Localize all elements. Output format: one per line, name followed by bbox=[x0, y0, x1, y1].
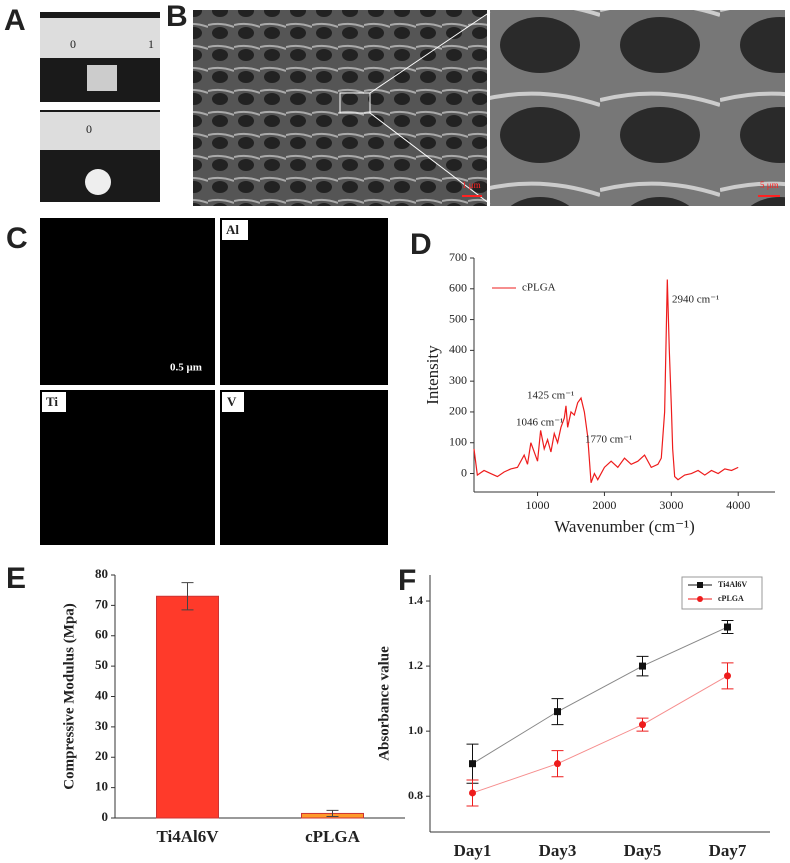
panel-label: C bbox=[6, 222, 28, 255]
marker bbox=[724, 672, 731, 680]
y-tick-label: 80 bbox=[95, 566, 108, 581]
sem-image bbox=[40, 218, 215, 385]
y-tick-label: 200 bbox=[449, 404, 467, 418]
map-tag bbox=[222, 392, 244, 412]
y-tick-label: 600 bbox=[449, 281, 467, 295]
ruler bbox=[40, 18, 160, 58]
sample bbox=[85, 169, 111, 195]
map-tag bbox=[42, 392, 66, 412]
map-label: V bbox=[227, 394, 237, 409]
panel-label: D bbox=[410, 228, 432, 261]
panel-label: B bbox=[166, 0, 188, 33]
y-axis-label: Intensity bbox=[423, 345, 442, 405]
y-tick-label: 400 bbox=[449, 342, 467, 356]
eds-map bbox=[40, 390, 215, 545]
x-tick-label: 3000 bbox=[659, 498, 683, 512]
scale-bar-label: 0.5 μm bbox=[170, 362, 202, 374]
y-tick-label: 10 bbox=[95, 779, 108, 794]
y-tick-label: 500 bbox=[449, 311, 467, 325]
x-tick-label: Ti4Al6V bbox=[156, 827, 219, 846]
error-bar bbox=[326, 809, 339, 817]
legend-label: cPLGA bbox=[522, 282, 556, 294]
y-tick-label: 1.4 bbox=[408, 593, 423, 607]
x-tick-label: 4000 bbox=[726, 498, 750, 512]
x-tick-label: Day5 bbox=[624, 841, 662, 860]
annotation: 1425 cm⁻¹ bbox=[527, 390, 574, 402]
y-tick-label: 300 bbox=[449, 373, 467, 387]
legend-box bbox=[681, 576, 763, 610]
y-tick-label: 40 bbox=[95, 687, 108, 702]
marker bbox=[554, 760, 561, 768]
ruler-label: 0 bbox=[86, 122, 92, 136]
y-tick-label: 1.2 bbox=[408, 658, 423, 672]
x-tick-label: Day7 bbox=[709, 841, 747, 860]
y-tick-label: 100 bbox=[449, 434, 467, 448]
line bbox=[473, 279, 739, 483]
zoom-line bbox=[369, 112, 491, 205]
scale-bar-label: 1 μm bbox=[462, 180, 481, 190]
zoom-box bbox=[339, 92, 371, 114]
y-tick-label: 0 bbox=[461, 465, 467, 479]
marker bbox=[469, 789, 476, 797]
marker bbox=[469, 760, 476, 768]
y-tick-label: 70 bbox=[95, 596, 108, 611]
x-axis-label: Wavenumber (cm⁻¹) bbox=[554, 517, 695, 536]
zoom-line bbox=[369, 11, 491, 94]
legend-marker bbox=[697, 582, 703, 588]
map-tag bbox=[222, 220, 248, 240]
ruler-label: 1 bbox=[148, 37, 154, 51]
y-tick-label: 0 bbox=[102, 809, 109, 824]
y-tick-label: 20 bbox=[95, 748, 108, 763]
legend-label: Ti4Al6V bbox=[718, 580, 747, 589]
map-label: Ti bbox=[46, 394, 58, 409]
y-axis-label: Compressive Modulus (Mpa) bbox=[61, 603, 77, 789]
map-label: Al bbox=[226, 222, 239, 237]
annotation: 2940 cm⁻¹ bbox=[672, 294, 719, 306]
panel-label: F bbox=[398, 564, 416, 597]
eds-map bbox=[220, 218, 388, 385]
marker bbox=[639, 721, 646, 729]
panel-label: E bbox=[6, 562, 26, 595]
bar bbox=[156, 595, 219, 819]
eds-map bbox=[220, 390, 388, 545]
sample bbox=[87, 65, 117, 91]
ruler-label: 0 bbox=[70, 37, 76, 51]
y-tick-label: 60 bbox=[95, 627, 108, 642]
y-tick-label: 0.8 bbox=[408, 788, 423, 802]
panel-label: A bbox=[4, 4, 26, 37]
y-tick-label: 1.0 bbox=[408, 723, 423, 737]
marker bbox=[554, 708, 561, 716]
legend-label: cPLGA bbox=[718, 594, 744, 603]
x-tick-label: Day1 bbox=[454, 841, 492, 860]
x-tick-label: 2000 bbox=[592, 498, 616, 512]
line bbox=[472, 626, 728, 765]
x-tick-label: Day3 bbox=[539, 841, 577, 860]
y-tick-label: 30 bbox=[95, 718, 108, 733]
line bbox=[472, 675, 728, 794]
legend-marker bbox=[697, 596, 703, 602]
marker bbox=[724, 623, 731, 631]
ruler bbox=[40, 112, 160, 150]
y-tick-label: 50 bbox=[95, 657, 108, 672]
scale-bar-label: 5 μm bbox=[760, 180, 779, 190]
y-tick-label: 700 bbox=[449, 250, 467, 264]
sem-zoom bbox=[490, 10, 785, 206]
error-bar bbox=[181, 582, 194, 611]
annotation: 1046 cm⁻¹ bbox=[516, 417, 563, 429]
marker bbox=[639, 662, 646, 670]
x-tick-label: 1000 bbox=[526, 498, 550, 512]
annotation: 1770 cm⁻¹ bbox=[585, 434, 632, 446]
y-axis-label: Absorbance value bbox=[376, 646, 392, 761]
x-tick-label: cPLGA bbox=[305, 827, 360, 846]
